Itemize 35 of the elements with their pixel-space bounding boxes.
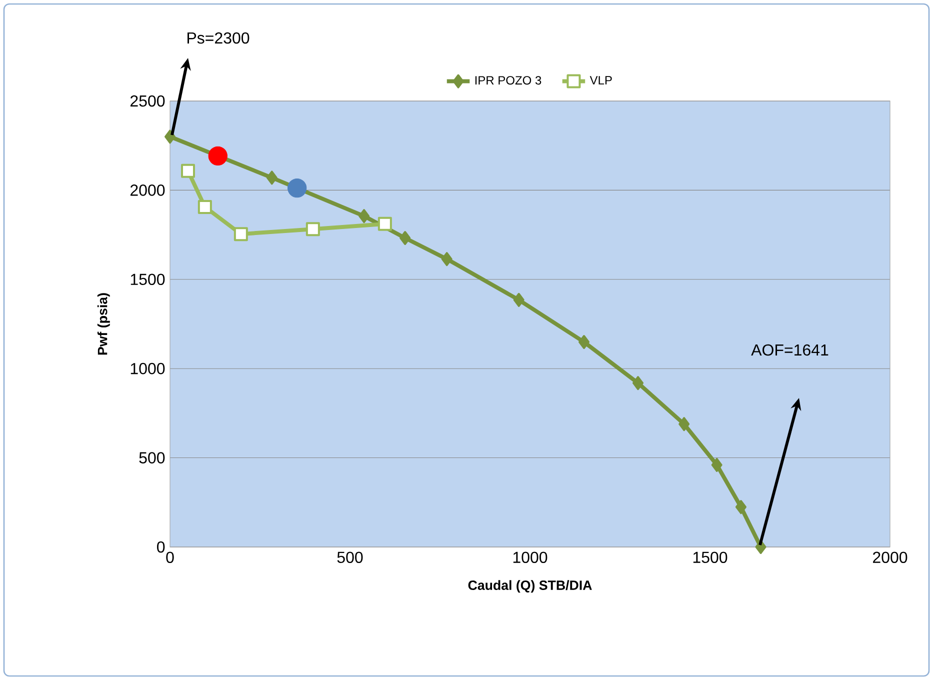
point xyxy=(578,335,590,350)
x-tick-label: 1000 xyxy=(513,552,548,564)
point xyxy=(632,376,644,390)
y-tick-label: 500 xyxy=(139,452,165,464)
point xyxy=(208,146,228,166)
x-tick-label: 2000 xyxy=(873,552,908,564)
point xyxy=(181,164,195,178)
y-tick-label: 2500 xyxy=(130,95,165,107)
point xyxy=(378,216,392,231)
y-axis-title: Pwf (psia) xyxy=(97,293,110,355)
point xyxy=(678,417,690,432)
y-tick-label: 1000 xyxy=(130,362,165,374)
point xyxy=(711,458,722,472)
point xyxy=(358,209,370,224)
point xyxy=(400,231,411,245)
x-tick-label: 0 xyxy=(166,552,174,564)
point xyxy=(234,227,248,242)
x-tick-label: 500 xyxy=(337,552,363,564)
legend-label: VLP xyxy=(590,76,612,84)
annotation: AOF=1641 xyxy=(751,344,828,356)
point xyxy=(198,200,212,214)
point xyxy=(266,170,278,185)
legend-label: IPR POZO 3 xyxy=(475,76,542,85)
x-axis-title: Caudal (Q) STB/DIA xyxy=(468,580,592,593)
text: Ps=2300 xyxy=(188,32,250,44)
point xyxy=(306,222,320,236)
point xyxy=(441,252,452,266)
y-tick-label: 1500 xyxy=(130,274,165,286)
point xyxy=(513,292,524,307)
point xyxy=(735,500,746,514)
x-tick-label: 1500 xyxy=(693,552,728,564)
y-tick-label: 2000 xyxy=(130,184,165,196)
y-tick-label: 0 xyxy=(157,541,165,553)
point xyxy=(287,178,307,198)
point xyxy=(164,130,176,144)
